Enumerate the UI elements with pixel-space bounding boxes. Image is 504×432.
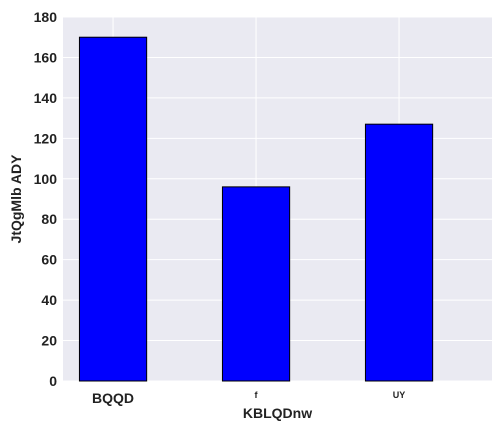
x-tick-labels: BQQD f UY [92, 390, 405, 406]
y-tick-label: 60 [41, 252, 57, 268]
x-tick-label: BQQD [92, 390, 134, 406]
x-tick-label: f [255, 390, 259, 400]
x-tick-label: UY [393, 390, 406, 400]
bar-UY [364, 123, 434, 382]
y-tick-label: 180 [34, 9, 58, 25]
y-axis-label: JtQgMlb ADY [8, 154, 24, 244]
bars [78, 36, 434, 382]
bar-f [221, 186, 291, 382]
y-tick-label: 100 [34, 171, 58, 187]
y-tick-label: 20 [41, 333, 57, 349]
x-axis-label: KBLQDnw [243, 405, 312, 421]
y-tick-label: 120 [34, 130, 58, 146]
y-tick-label: 160 [34, 49, 58, 65]
y-tick-label: 40 [41, 292, 57, 308]
y-tick-label: 80 [41, 211, 57, 227]
bar-BQQD [78, 36, 148, 382]
y-tick-labels: 0 20 40 60 80 100 120 140 160 180 [34, 9, 58, 389]
y-tick-label: 140 [34, 90, 58, 106]
y-tick-label: 0 [49, 373, 57, 389]
